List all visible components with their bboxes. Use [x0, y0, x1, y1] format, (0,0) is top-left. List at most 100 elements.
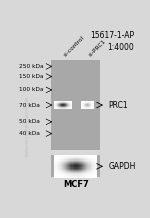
- Bar: [74, 172, 75, 173]
- Bar: [80, 167, 81, 169]
- Bar: [91, 172, 92, 173]
- Bar: [84, 164, 85, 165]
- Bar: [93, 162, 94, 163]
- Bar: [76, 173, 77, 174]
- Bar: [85, 161, 86, 162]
- Bar: [85, 106, 86, 107]
- Bar: [57, 104, 58, 105]
- Bar: [58, 173, 59, 174]
- Bar: [58, 103, 59, 104]
- Bar: [90, 170, 91, 171]
- Bar: [56, 103, 57, 104]
- Bar: [70, 164, 71, 165]
- Bar: [63, 158, 64, 159]
- Bar: [80, 171, 81, 172]
- Bar: [91, 103, 92, 104]
- Bar: [88, 165, 90, 166]
- Bar: [96, 177, 97, 178]
- Bar: [87, 164, 88, 165]
- Bar: [62, 155, 63, 156]
- Bar: [70, 175, 71, 177]
- Bar: [87, 159, 88, 161]
- Bar: [93, 169, 94, 170]
- Bar: [67, 156, 68, 157]
- Bar: [60, 166, 61, 167]
- Bar: [79, 171, 80, 172]
- Bar: [58, 159, 59, 161]
- Bar: [90, 105, 91, 106]
- Bar: [86, 159, 87, 161]
- Bar: [67, 102, 68, 103]
- Bar: [68, 106, 69, 107]
- Bar: [71, 162, 72, 163]
- Bar: [67, 107, 68, 108]
- Bar: [95, 169, 96, 170]
- Bar: [94, 161, 95, 162]
- Bar: [69, 157, 70, 158]
- Bar: [79, 161, 80, 162]
- Bar: [60, 157, 61, 158]
- Bar: [93, 108, 94, 109]
- Bar: [77, 177, 78, 178]
- Bar: [54, 173, 56, 174]
- Bar: [70, 167, 71, 169]
- Bar: [72, 161, 74, 162]
- Bar: [71, 161, 72, 162]
- Bar: [91, 169, 92, 170]
- Bar: [58, 175, 59, 177]
- Bar: [51, 60, 100, 150]
- Bar: [71, 167, 72, 169]
- Bar: [96, 172, 97, 173]
- Bar: [82, 106, 83, 107]
- Bar: [66, 103, 67, 104]
- Bar: [66, 162, 67, 163]
- Bar: [91, 171, 92, 172]
- Bar: [58, 107, 59, 108]
- Bar: [57, 162, 58, 163]
- Bar: [64, 173, 65, 174]
- Bar: [81, 173, 82, 174]
- Bar: [86, 172, 87, 173]
- Bar: [81, 170, 82, 171]
- Bar: [93, 107, 94, 108]
- Bar: [54, 105, 55, 106]
- Bar: [63, 175, 64, 177]
- Bar: [89, 107, 90, 108]
- Bar: [82, 161, 83, 162]
- Bar: [63, 166, 64, 167]
- Bar: [65, 173, 66, 174]
- Bar: [68, 165, 69, 166]
- Bar: [64, 164, 65, 165]
- Bar: [93, 161, 94, 162]
- Bar: [86, 107, 87, 108]
- Bar: [94, 170, 95, 171]
- Bar: [56, 107, 57, 108]
- Bar: [69, 102, 70, 103]
- Bar: [74, 170, 75, 171]
- Bar: [78, 162, 79, 163]
- Bar: [57, 177, 58, 178]
- Bar: [67, 173, 68, 174]
- Bar: [87, 177, 88, 178]
- Bar: [76, 158, 77, 159]
- Bar: [60, 156, 61, 157]
- Bar: [83, 162, 84, 163]
- Bar: [95, 174, 96, 175]
- Bar: [86, 157, 87, 158]
- Bar: [88, 108, 89, 109]
- Bar: [60, 165, 61, 166]
- Bar: [85, 174, 86, 175]
- Bar: [86, 164, 87, 165]
- Bar: [88, 174, 90, 175]
- Bar: [92, 162, 93, 163]
- Bar: [84, 156, 85, 157]
- Bar: [88, 159, 90, 161]
- Bar: [93, 158, 94, 159]
- Bar: [88, 175, 90, 177]
- Bar: [75, 167, 76, 169]
- Bar: [90, 102, 91, 103]
- Bar: [86, 101, 87, 102]
- Bar: [85, 165, 86, 166]
- Bar: [79, 169, 80, 170]
- Bar: [74, 165, 75, 166]
